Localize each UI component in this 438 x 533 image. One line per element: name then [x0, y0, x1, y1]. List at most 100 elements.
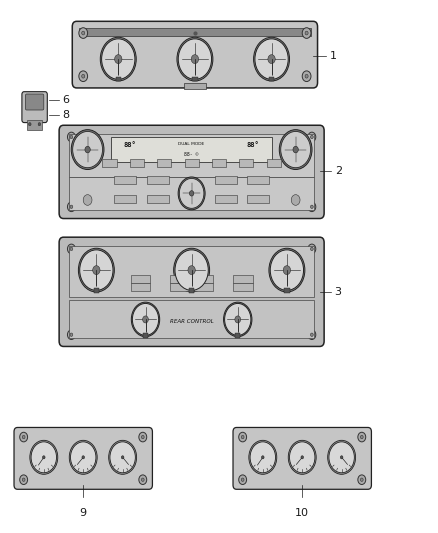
Circle shape [279, 130, 312, 169]
Circle shape [302, 28, 311, 38]
Bar [111, 138, 272, 162]
Bar [114, 176, 136, 184]
Bar [170, 276, 189, 283]
Bar [233, 284, 253, 291]
Circle shape [358, 432, 366, 442]
Bar [69, 246, 314, 297]
Circle shape [308, 330, 316, 340]
Bar [147, 195, 169, 203]
Circle shape [79, 28, 88, 38]
Circle shape [311, 205, 313, 208]
Bar [157, 159, 171, 166]
Bar [247, 195, 269, 203]
Circle shape [79, 71, 88, 82]
Bar [69, 301, 314, 338]
Circle shape [71, 130, 104, 169]
Circle shape [139, 432, 147, 442]
Circle shape [93, 265, 100, 274]
FancyBboxPatch shape [233, 427, 371, 489]
Circle shape [308, 132, 316, 142]
Circle shape [178, 177, 205, 210]
Bar [170, 284, 189, 291]
Text: 8: 8 [63, 110, 70, 119]
Circle shape [308, 244, 316, 254]
Circle shape [70, 205, 73, 208]
Circle shape [175, 250, 208, 290]
Bar [69, 177, 314, 210]
Circle shape [235, 316, 240, 323]
Bar [239, 159, 253, 166]
Bar [233, 276, 253, 283]
Circle shape [38, 123, 41, 126]
Circle shape [178, 39, 212, 79]
Circle shape [268, 55, 275, 63]
Bar [131, 276, 150, 283]
Circle shape [73, 132, 102, 168]
Circle shape [270, 250, 304, 290]
Circle shape [141, 478, 144, 481]
Circle shape [254, 37, 290, 81]
Circle shape [143, 316, 148, 323]
Circle shape [110, 442, 135, 473]
Circle shape [22, 435, 25, 439]
Bar [94, 288, 99, 293]
Circle shape [311, 247, 313, 251]
Circle shape [131, 302, 160, 337]
FancyBboxPatch shape [25, 94, 44, 110]
Circle shape [132, 303, 159, 335]
Text: 1: 1 [330, 51, 337, 61]
Circle shape [305, 74, 308, 78]
Bar [215, 195, 237, 203]
Bar [269, 77, 274, 82]
Circle shape [308, 202, 316, 212]
Bar [267, 159, 281, 166]
Circle shape [22, 478, 25, 481]
Circle shape [115, 55, 122, 63]
Circle shape [302, 71, 311, 82]
Circle shape [82, 456, 85, 459]
Bar [130, 159, 144, 166]
Circle shape [360, 435, 363, 439]
Circle shape [67, 244, 75, 254]
Circle shape [340, 456, 343, 459]
Bar [284, 288, 290, 293]
Circle shape [85, 147, 90, 153]
Circle shape [109, 440, 137, 474]
Circle shape [69, 440, 97, 474]
Circle shape [358, 475, 366, 484]
Text: REAR CONTROL: REAR CONTROL [170, 319, 214, 324]
Circle shape [83, 195, 92, 205]
Circle shape [239, 475, 247, 484]
Bar [194, 276, 213, 283]
Circle shape [225, 303, 251, 335]
Bar [184, 159, 199, 166]
Text: 9: 9 [80, 508, 87, 518]
Circle shape [139, 475, 147, 484]
Bar [114, 195, 136, 203]
Circle shape [188, 265, 195, 274]
FancyBboxPatch shape [14, 427, 152, 489]
Circle shape [305, 31, 308, 35]
Text: DUAL MODE: DUAL MODE [179, 142, 205, 146]
Bar [247, 176, 269, 184]
Text: 6: 6 [63, 95, 70, 105]
Circle shape [28, 123, 31, 126]
Circle shape [255, 39, 288, 79]
Circle shape [70, 135, 73, 139]
Circle shape [70, 333, 73, 336]
Circle shape [288, 440, 316, 474]
Circle shape [100, 37, 136, 81]
Circle shape [250, 442, 276, 473]
Bar [189, 288, 194, 293]
Circle shape [20, 432, 28, 442]
Circle shape [360, 478, 363, 481]
Circle shape [261, 456, 264, 459]
Circle shape [121, 456, 124, 459]
FancyBboxPatch shape [72, 21, 318, 88]
Circle shape [67, 132, 75, 142]
Bar [143, 333, 148, 337]
Circle shape [239, 432, 247, 442]
FancyBboxPatch shape [22, 92, 47, 123]
Circle shape [173, 248, 210, 292]
Circle shape [30, 440, 58, 474]
